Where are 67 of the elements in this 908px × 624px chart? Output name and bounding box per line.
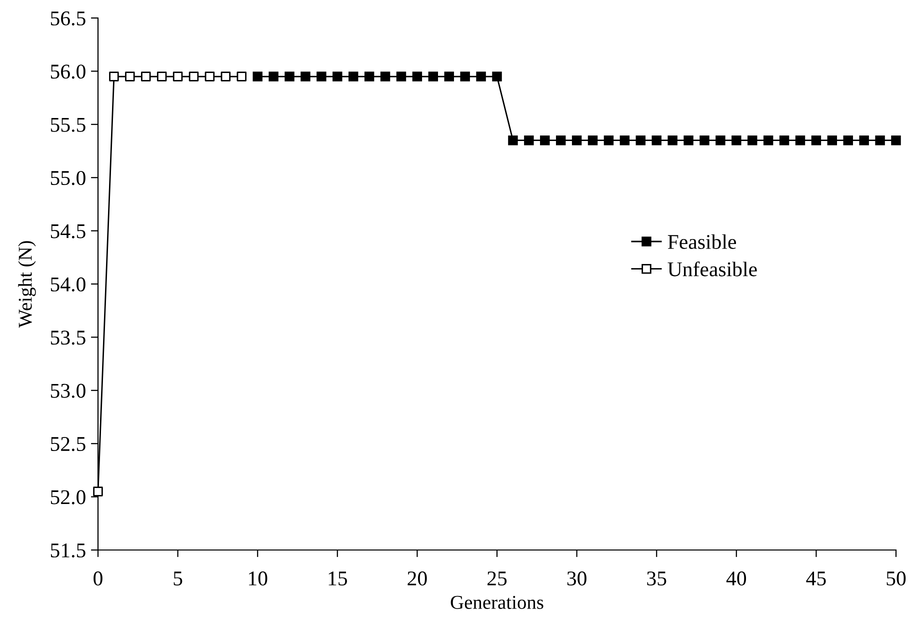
point <box>380 72 390 82</box>
point <box>428 72 438 82</box>
point <box>492 72 502 82</box>
point <box>716 136 726 146</box>
point <box>843 136 853 146</box>
y-tick-label: 55.5 <box>50 118 86 132</box>
legend-label: Feasible <box>668 234 736 249</box>
x-tick-label: 20 <box>408 571 427 586</box>
point <box>444 72 454 82</box>
y-tick-label: 52.5 <box>50 437 86 452</box>
point <box>763 136 774 146</box>
y-tick-label: 51.5 <box>50 543 86 558</box>
x-tick-label: 10 <box>249 571 268 586</box>
point <box>795 136 806 146</box>
y-tick-label: 53.5 <box>50 330 86 345</box>
point <box>412 72 422 82</box>
point <box>508 136 518 146</box>
point <box>332 72 342 82</box>
x-tick-label: 35 <box>647 571 666 586</box>
y-tick-label: 54.5 <box>50 224 86 238</box>
y-tick-label: 55.0 <box>50 170 86 186</box>
point <box>396 72 406 82</box>
point <box>604 136 614 146</box>
y-tick-label: 53.0 <box>50 384 86 398</box>
point <box>268 72 278 82</box>
point <box>588 136 598 146</box>
point <box>252 72 262 82</box>
point <box>875 136 885 146</box>
x-tick-label: 5 <box>174 572 182 586</box>
point <box>620 136 630 146</box>
y-tick-label: 54.0 <box>50 277 86 292</box>
point <box>524 136 534 146</box>
x-tick-label: 25 <box>488 571 507 586</box>
point <box>540 136 550 146</box>
y-tick-label: 56.0 <box>50 64 86 79</box>
point <box>779 136 790 146</box>
point <box>827 136 838 146</box>
legend-label: Unfeasible <box>668 261 757 276</box>
point <box>300 72 310 82</box>
point <box>652 136 662 146</box>
point <box>700 136 710 146</box>
point <box>348 72 358 82</box>
y-tick-label: 52.0 <box>50 490 86 504</box>
point <box>364 72 374 82</box>
x-tick-label: 0 <box>94 571 102 586</box>
x-tick-label: 45 <box>806 572 826 586</box>
point <box>748 136 758 146</box>
y-axis-title: Weight (N) <box>18 241 36 328</box>
point <box>732 136 742 146</box>
point <box>476 72 486 82</box>
point <box>572 136 582 146</box>
point <box>668 136 678 146</box>
point <box>684 136 694 146</box>
point <box>316 72 326 82</box>
x-tick-label: 30 <box>567 571 586 586</box>
point <box>460 72 470 82</box>
point <box>284 72 294 82</box>
point <box>556 136 566 146</box>
point <box>811 136 822 146</box>
x-tick-label: 40 <box>726 571 746 586</box>
y-tick-label: 56.5 <box>50 11 86 26</box>
x-tick-label: 15 <box>328 572 348 586</box>
x-tick-label: 50 <box>886 571 906 586</box>
point <box>891 136 901 146</box>
point <box>636 136 646 146</box>
point <box>859 136 869 146</box>
x-axis-title: Generations <box>450 596 544 609</box>
